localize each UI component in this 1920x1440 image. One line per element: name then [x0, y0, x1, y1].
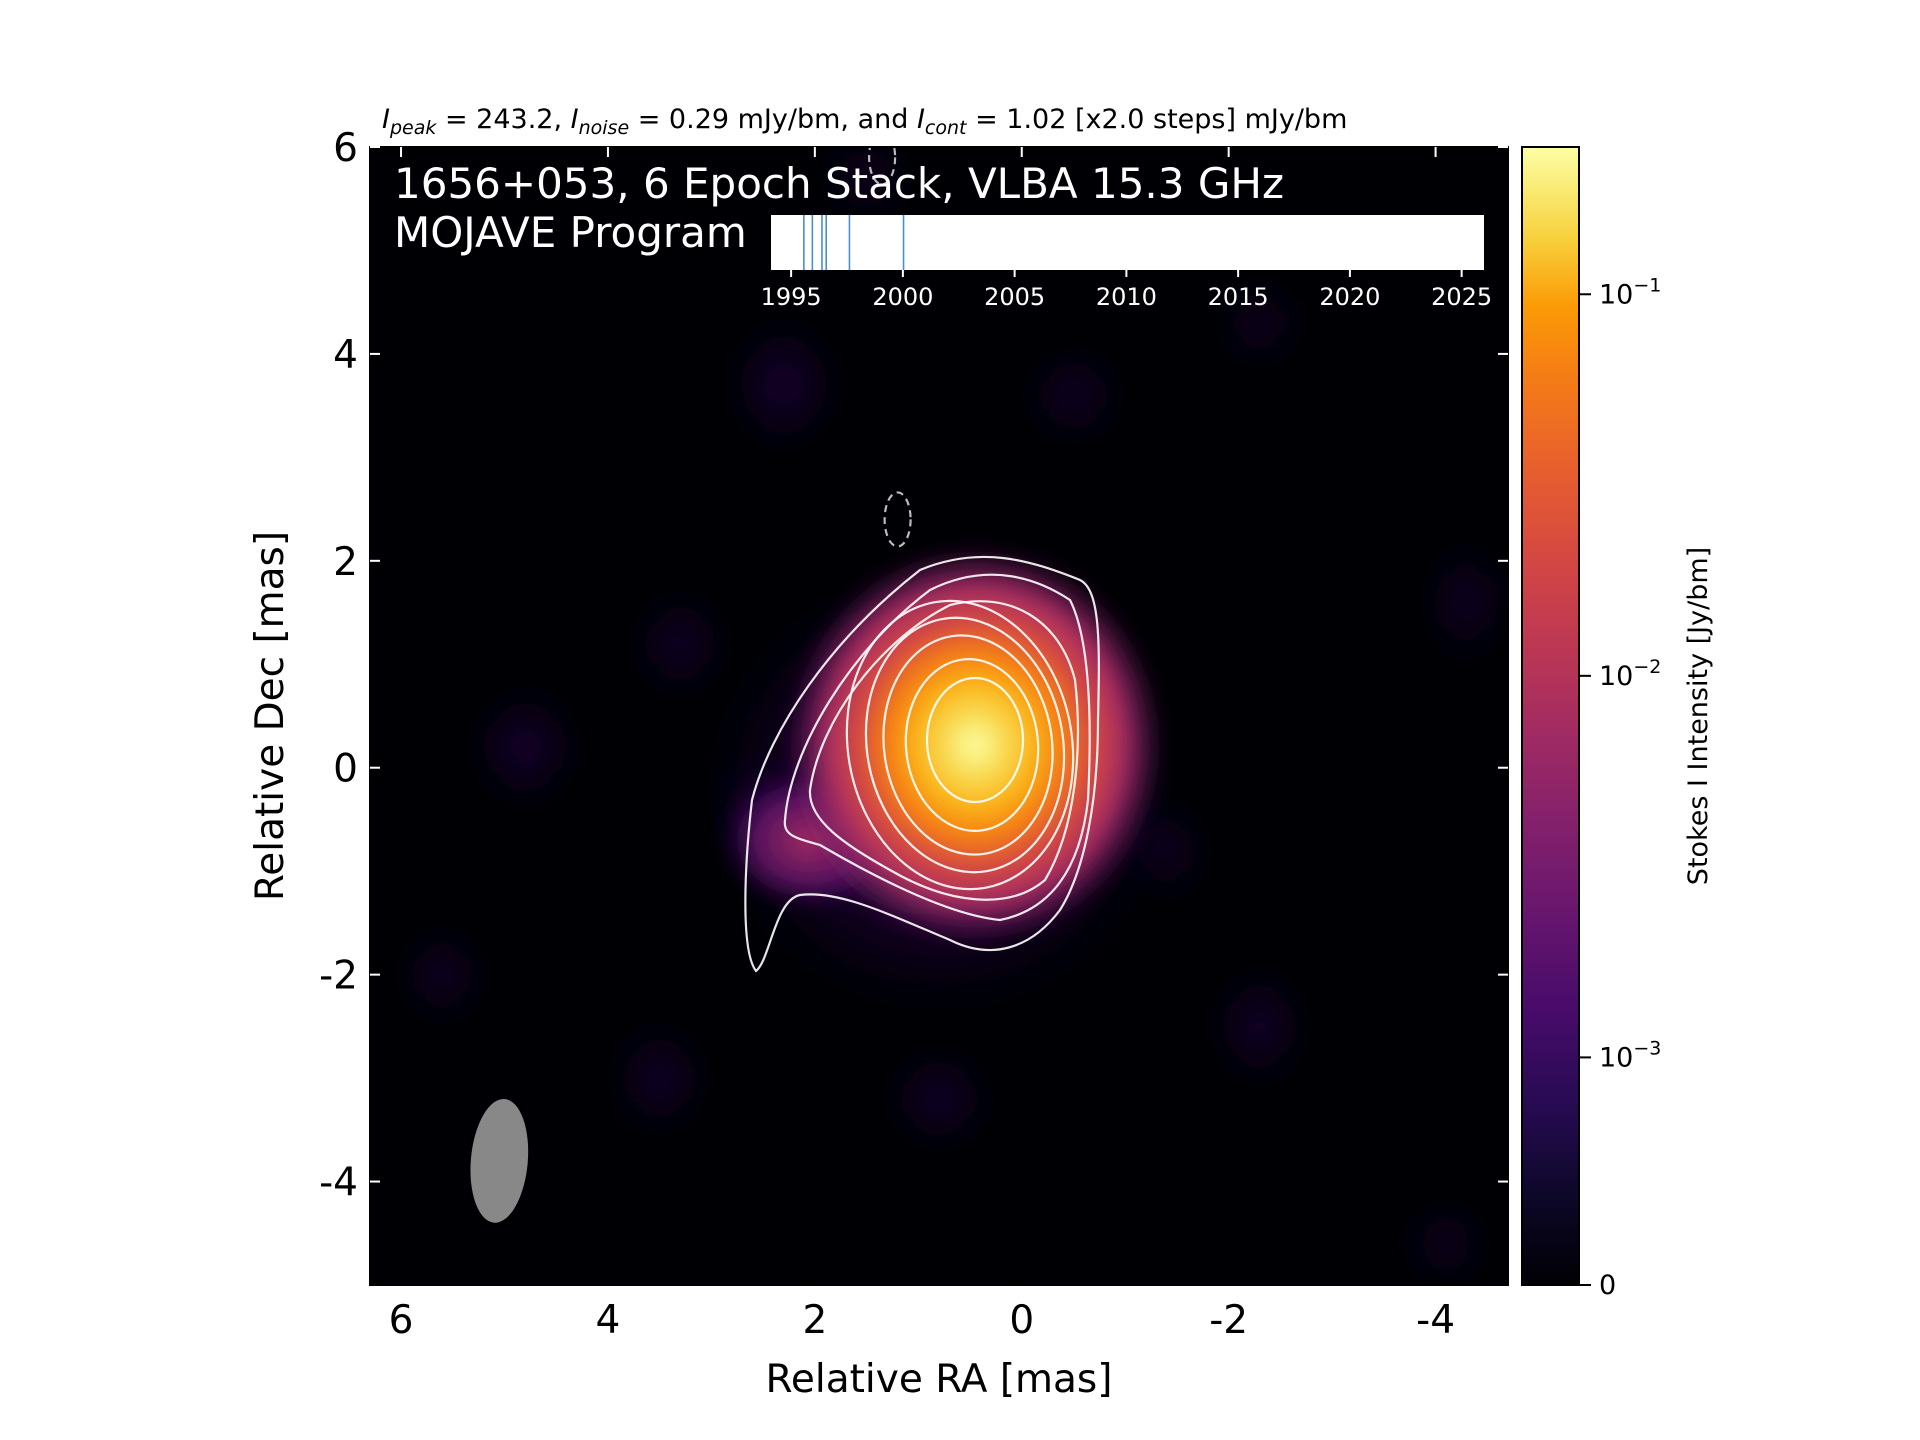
- noise-blob: [614, 1015, 706, 1141]
- overlay-title-line2: MOJAVE Program: [394, 208, 747, 257]
- colorbar-label: Stokes I Intensity [Jy/bm]: [1683, 547, 1714, 885]
- noise-blob: [468, 678, 583, 816]
- timeline-tick-label: 2015: [1208, 283, 1269, 311]
- timeline-tick-label: 2000: [872, 283, 933, 311]
- colorbar-tick-label: 10−2: [1599, 656, 1661, 692]
- contour-level-3: [808, 600, 1079, 901]
- timeline-tick-label: 2025: [1431, 283, 1492, 311]
- axes: 6 4 2 0 -2 -4 6 4 2 0 -2 -4: [319, 126, 1508, 1343]
- colorbar-tick-label: 0: [1599, 1270, 1616, 1301]
- noise-blob: [634, 586, 726, 701]
- colorbar: 0 10−3 10−2 10−1: [1521, 146, 1661, 1301]
- timeline-tick-label: 2010: [1096, 283, 1157, 311]
- noise-blob: [1432, 528, 1501, 677]
- negative-contour: [868, 147, 897, 186]
- header-stats: Ipeak = 243.2, Inoise = 0.29 mJy/bm, and…: [382, 104, 1347, 139]
- y-tick-label: -2: [319, 954, 358, 999]
- x-tick-label: 2: [802, 1298, 827, 1343]
- negative-contours: [868, 147, 912, 548]
- timeline-box: [771, 215, 1484, 270]
- contour-level-4: [845, 599, 1075, 891]
- y-tick-label: 4: [333, 333, 358, 378]
- epoch-timeline: 1995 2000 2005 2010 2015 2020 2025: [761, 215, 1492, 311]
- y-axis-label: Relative Dec [mas]: [248, 531, 293, 901]
- contours: [744, 555, 1100, 973]
- colorbar-gradient: [1521, 146, 1580, 1286]
- noise-blob: [1022, 349, 1125, 441]
- contour-level-8: [925, 676, 1025, 804]
- x-tick-label: 0: [1009, 1298, 1034, 1343]
- negative-contour: [883, 491, 912, 548]
- y-tick-label: -4: [319, 1161, 358, 1206]
- contour-level-1: [744, 555, 1100, 973]
- noise-blob: [726, 305, 841, 465]
- core-emission: [785, 545, 1165, 945]
- noise-blob: [402, 923, 483, 1026]
- x-tick-label: 6: [389, 1298, 414, 1343]
- x-tick-label: -4: [1416, 1298, 1455, 1343]
- colorbar-tick-label: 10−1: [1599, 274, 1661, 310]
- beam-ellipse: [470, 1098, 529, 1223]
- y-tick-label: 6: [333, 126, 358, 171]
- contour-level-5: [864, 616, 1066, 874]
- noise-blobs: [402, 147, 1501, 1278]
- noise-blob: [1219, 283, 1300, 363]
- overlay-title-line1: 1656+053, 6 Epoch Stack, VLBA 15.3 GHz: [394, 159, 1284, 208]
- timeline-tick-label: 2020: [1319, 283, 1380, 311]
- y-tick-label: 2: [333, 540, 358, 585]
- timeline-tick-label: 1995: [761, 283, 822, 311]
- intensity-map: [370, 147, 1508, 1285]
- y-tick-label: 0: [333, 747, 358, 792]
- contour-level-6: [882, 634, 1054, 856]
- x-tick-label: 4: [596, 1298, 621, 1343]
- noise-blob: [1214, 958, 1306, 1095]
- noise-blob: [882, 1047, 996, 1150]
- timeline-tick-label: 2005: [984, 283, 1045, 311]
- x-axis-label: Relative RA [mas]: [766, 1357, 1113, 1402]
- noise-blob: [1400, 1209, 1492, 1278]
- contour-level-7: [904, 658, 1040, 832]
- noise-blob: [815, 147, 918, 213]
- colorbar-tick-label: 10−3: [1599, 1037, 1661, 1073]
- x-tick-label: -2: [1209, 1298, 1248, 1343]
- plot-frame: [369, 146, 1509, 1286]
